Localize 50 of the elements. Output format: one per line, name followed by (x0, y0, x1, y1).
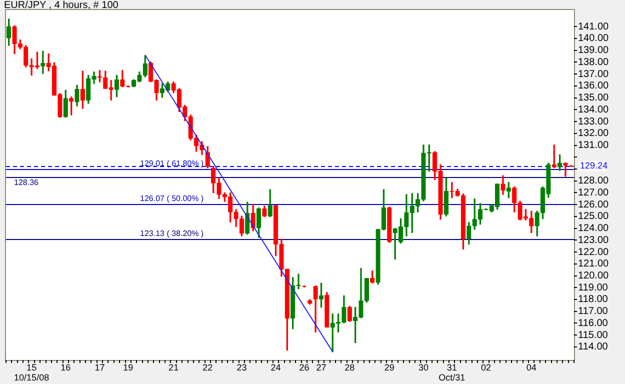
x-tick-label: 24 (270, 362, 281, 372)
y-tick-label: 114.00 (578, 342, 608, 353)
x-tick-label: 19 (123, 362, 134, 372)
y-tick-label: 118.00 (578, 294, 608, 306)
x-tick-label: 30 (418, 362, 428, 372)
ref-line-label: 129.24 (580, 160, 608, 171)
ref-line-label: 129.01 ( 61.80% ) (140, 159, 204, 168)
y-tick-label: 139.00 (578, 45, 610, 56)
y-tick-label: 125.00 (578, 211, 610, 222)
x-tick-label: 29 (384, 362, 394, 372)
x-tick-label: 21 (168, 362, 179, 372)
x-tick-label: 02 (480, 362, 491, 372)
candlestick (563, 162, 568, 177)
y-tick-label: 134.00 (578, 104, 610, 116)
x-tick-label: 17 (94, 362, 105, 372)
y-tick-label: 133.00 (578, 116, 610, 128)
x-tick-label: 27 (316, 362, 326, 372)
y-tick-label: 119.00 (578, 282, 608, 294)
y-tick-label: 132.00 (578, 128, 610, 140)
y-tick-label: 121.00 (578, 258, 610, 270)
y-tick-label: 135.00 (578, 92, 610, 104)
y-tick-label: 120.00 (578, 270, 610, 282)
y-tick-label: 115.00 (578, 330, 608, 341)
ref-line-label: 126.07 ( 50.00% ) (140, 194, 204, 203)
y-tick-label: 141.00 (578, 21, 610, 32)
y-tick-label: 122.00 (578, 246, 610, 258)
x-tick-label: 28 (344, 362, 355, 372)
y-tick-label: 128.00 (578, 176, 610, 187)
y-tick-label: 138.00 (578, 56, 610, 68)
x-tick-label: 15 10/15/08 (14, 362, 50, 382)
y-tick-label: 137.00 (578, 68, 610, 80)
y-tick-label: 126.00 (578, 199, 610, 210)
x-tick-label: 16 (60, 362, 71, 372)
y-tick-label: 140.00 (578, 33, 610, 44)
x-tick-label: 23 (236, 362, 247, 372)
y-tick-label: 131.00 (578, 140, 610, 152)
y-tick-label: 127.00 (578, 187, 610, 198)
ref-line-label: 128.36 (14, 178, 40, 187)
x-tick-label: 31 Oct/31 (438, 362, 466, 382)
x-tick-label: 22 (202, 362, 213, 372)
y-tick-label: 123.00 (578, 234, 610, 246)
x-tick-label: 26 (299, 362, 310, 372)
ref-line-label: 123.13 ( 38.20% ) (140, 228, 204, 238)
y-tick-label: 124.00 (578, 223, 610, 234)
y-tick-label: 136.00 (578, 80, 610, 92)
y-tick-label: 116.00 (578, 318, 608, 329)
y-tick-label: 117.00 (578, 306, 608, 318)
x-tick-label: 04 (526, 362, 536, 372)
candlestick (40, 50, 46, 74)
chart-title: EUR/JPY , 4 hours, # 100 (4, 0, 119, 11)
